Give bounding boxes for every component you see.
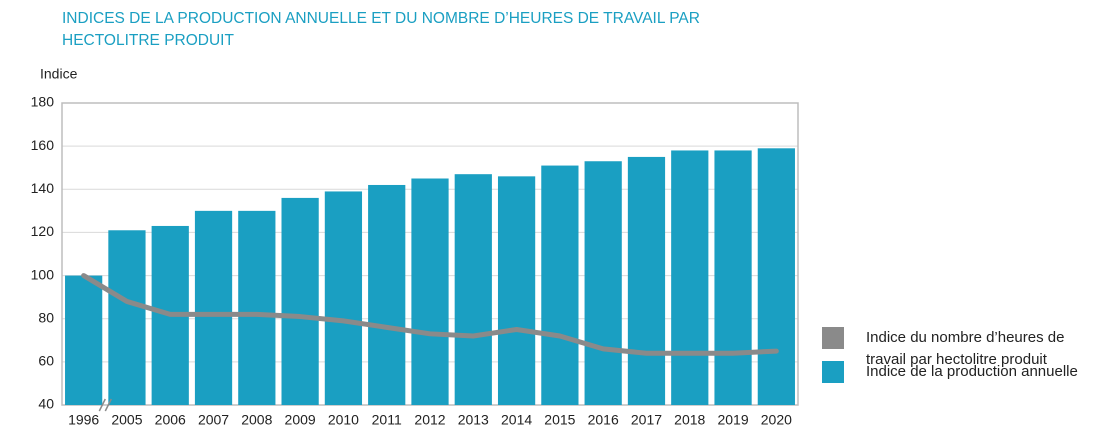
x-tick-label: 2010 — [328, 412, 359, 428]
x-tick-label: 2019 — [717, 412, 748, 428]
y-tick-label: 40 — [38, 396, 54, 412]
bar — [368, 184, 406, 405]
bar — [454, 174, 492, 405]
x-tick-label: 1996 — [68, 412, 99, 428]
y-tick-label: 120 — [31, 223, 55, 239]
bar — [108, 230, 146, 405]
x-tick-label: 2017 — [631, 412, 662, 428]
y-tick-label: 180 — [31, 94, 55, 110]
bar — [671, 150, 709, 405]
x-tick-label: 2005 — [111, 412, 142, 428]
x-tick-label: 2007 — [198, 412, 229, 428]
axis-break — [104, 398, 112, 412]
bar — [714, 150, 752, 405]
y-tick-label: 140 — [31, 180, 55, 196]
legend-label: Indice de la production annuelle — [866, 363, 1078, 380]
bar — [497, 176, 536, 405]
y-tick-label: 160 — [31, 137, 55, 153]
y-axis-label: Indice — [40, 66, 78, 82]
bar — [65, 275, 103, 405]
x-tick-label: 2012 — [414, 412, 445, 428]
x-tick-label: 2013 — [458, 412, 489, 428]
x-tick-label: 2008 — [241, 412, 272, 428]
bar — [627, 156, 666, 405]
legend-label: Indice du nombre d’heures de travail par… — [866, 329, 1065, 368]
bar — [411, 178, 449, 405]
x-tick-label: 2014 — [501, 412, 532, 428]
bar — [757, 148, 795, 406]
x-tick-label: 2020 — [761, 412, 792, 428]
y-tick-label: 60 — [38, 353, 54, 369]
y-tick-label: 100 — [31, 266, 55, 282]
x-tick-label: 2011 — [372, 412, 402, 428]
y-tick-label: 80 — [38, 309, 54, 325]
bar — [238, 210, 276, 405]
x-tick-label: 2009 — [285, 412, 316, 428]
bar — [541, 165, 579, 405]
x-tick-label: 2018 — [674, 412, 705, 428]
bar — [584, 161, 622, 405]
axis-break — [98, 398, 106, 412]
bar — [281, 197, 319, 405]
bar — [324, 191, 363, 405]
x-tick-label: 2016 — [588, 412, 619, 428]
bar — [194, 210, 233, 405]
x-tick-label: 2006 — [155, 412, 186, 428]
line — [81, 273, 779, 356]
chart-title: INDICES DE LA PRODUCTION ANNUELLE ET DU … — [62, 10, 700, 49]
legend-swatch — [822, 327, 844, 349]
legend-swatch — [822, 361, 844, 383]
x-tick-label: 2015 — [544, 412, 575, 428]
